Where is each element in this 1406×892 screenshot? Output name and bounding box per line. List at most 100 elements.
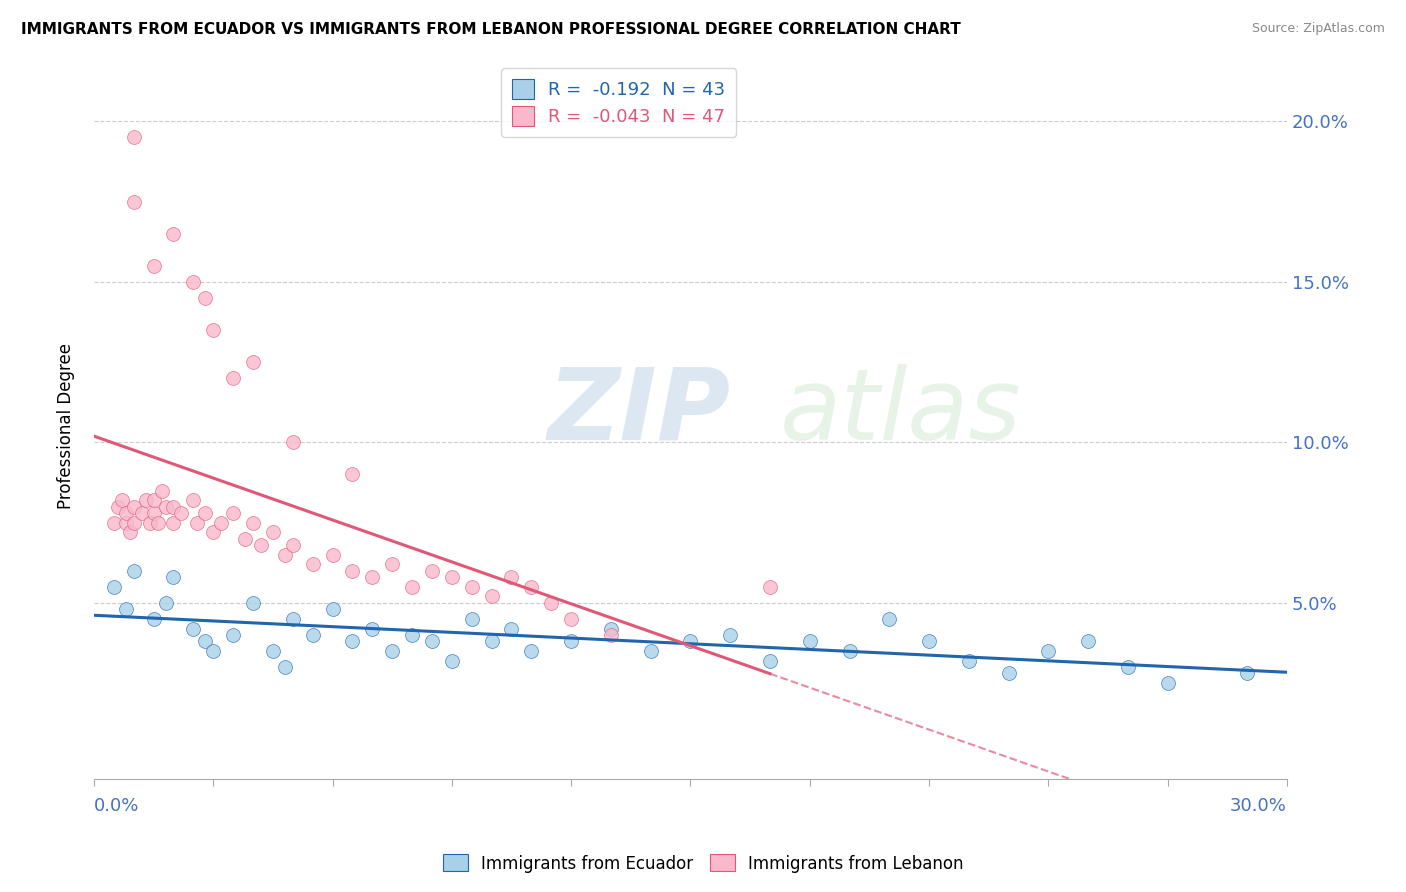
Point	[461, 580, 484, 594]
Point	[250, 538, 273, 552]
Point	[202, 525, 225, 540]
Point	[759, 654, 782, 668]
Point	[162, 570, 184, 584]
Point	[103, 580, 125, 594]
Point	[1156, 676, 1178, 690]
Point	[146, 516, 169, 530]
Point	[183, 493, 205, 508]
Point	[194, 634, 217, 648]
Point	[138, 516, 160, 530]
Point	[877, 612, 900, 626]
Point	[209, 516, 232, 530]
Legend: R =  -0.192  N = 43, R =  -0.043  N = 47: R = -0.192 N = 43, R = -0.043 N = 47	[502, 68, 737, 136]
Point	[679, 634, 702, 648]
Point	[420, 564, 443, 578]
Point	[838, 644, 860, 658]
Point	[342, 634, 364, 648]
Text: atlas: atlas	[780, 364, 1022, 460]
Point	[183, 275, 205, 289]
Point	[118, 525, 141, 540]
Point	[131, 506, 153, 520]
Point	[540, 596, 562, 610]
Point	[481, 634, 503, 648]
Text: IMMIGRANTS FROM ECUADOR VS IMMIGRANTS FROM LEBANON PROFESSIONAL DEGREE CORRELATI: IMMIGRANTS FROM ECUADOR VS IMMIGRANTS FR…	[21, 22, 960, 37]
Point	[222, 371, 245, 385]
Point	[135, 493, 157, 508]
Point	[262, 525, 284, 540]
Legend: Immigrants from Ecuador, Immigrants from Lebanon: Immigrants from Ecuador, Immigrants from…	[436, 847, 970, 880]
Text: Source: ZipAtlas.com: Source: ZipAtlas.com	[1251, 22, 1385, 36]
Point	[142, 259, 165, 273]
Point	[274, 548, 297, 562]
Point	[114, 602, 136, 616]
Point	[1077, 634, 1099, 648]
Point	[142, 612, 165, 626]
Point	[122, 564, 145, 578]
Point	[194, 291, 217, 305]
Point	[520, 644, 543, 658]
Point	[103, 516, 125, 530]
Point	[401, 580, 423, 594]
Point	[997, 666, 1019, 681]
Point	[162, 227, 184, 241]
Point	[600, 628, 623, 642]
Point	[242, 596, 264, 610]
Point	[600, 622, 623, 636]
Point	[122, 194, 145, 209]
Text: 30.0%: 30.0%	[1230, 797, 1286, 815]
Point	[233, 532, 256, 546]
Text: ZIP: ZIP	[547, 364, 730, 460]
Point	[918, 634, 941, 648]
Point	[222, 628, 245, 642]
Point	[342, 467, 364, 482]
Point	[122, 130, 145, 145]
Point	[107, 500, 129, 514]
Point	[501, 570, 523, 584]
Point	[162, 516, 184, 530]
Point	[361, 570, 384, 584]
Point	[242, 355, 264, 369]
Point	[281, 538, 304, 552]
Point	[142, 506, 165, 520]
Point	[1116, 660, 1139, 674]
Point	[342, 564, 364, 578]
Point	[155, 596, 177, 610]
Point	[481, 590, 503, 604]
Point	[322, 602, 344, 616]
Point	[560, 634, 582, 648]
Point	[401, 628, 423, 642]
Y-axis label: Professional Degree: Professional Degree	[58, 343, 75, 509]
Point	[114, 516, 136, 530]
Point	[202, 323, 225, 337]
Point	[501, 622, 523, 636]
Point	[281, 612, 304, 626]
Point	[142, 493, 165, 508]
Point	[322, 548, 344, 562]
Point	[155, 500, 177, 514]
Point	[122, 500, 145, 514]
Point	[640, 644, 662, 658]
Point	[301, 628, 323, 642]
Point	[281, 435, 304, 450]
Point	[1236, 666, 1258, 681]
Point	[202, 644, 225, 658]
Point	[301, 558, 323, 572]
Point	[440, 570, 463, 584]
Point	[718, 628, 741, 642]
Point	[520, 580, 543, 594]
Point	[957, 654, 980, 668]
Point	[560, 612, 582, 626]
Text: 0.0%: 0.0%	[94, 797, 139, 815]
Point	[170, 506, 193, 520]
Point	[111, 493, 134, 508]
Point	[150, 483, 173, 498]
Point	[183, 622, 205, 636]
Point	[186, 516, 208, 530]
Point	[461, 612, 484, 626]
Point	[262, 644, 284, 658]
Point	[799, 634, 821, 648]
Point	[420, 634, 443, 648]
Point	[361, 622, 384, 636]
Point	[274, 660, 297, 674]
Point	[194, 506, 217, 520]
